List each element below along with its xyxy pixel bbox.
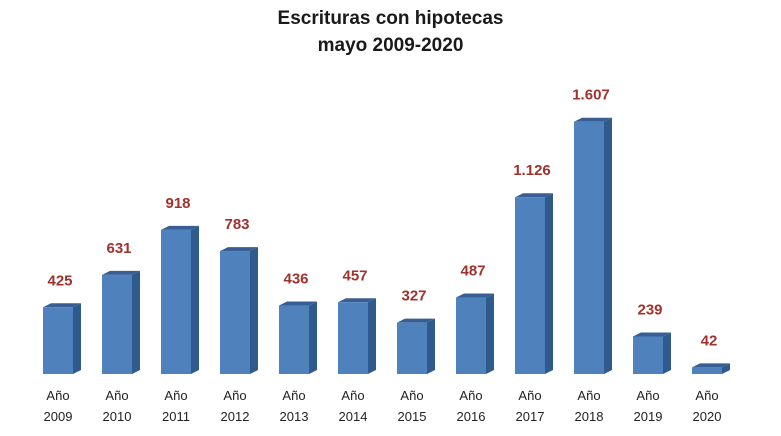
x-tick-label: 2016 xyxy=(457,409,486,424)
bar-value-label: 457 xyxy=(342,267,367,284)
bar-top xyxy=(220,247,258,252)
x-tick-label: Año xyxy=(164,388,187,403)
bar-side xyxy=(250,247,258,374)
x-tick-label: Año xyxy=(105,388,128,403)
bar xyxy=(515,197,545,374)
bar xyxy=(692,367,722,374)
bar-value-label: 487 xyxy=(460,263,485,280)
bar-value-label: 425 xyxy=(47,272,72,289)
bar-value-label: 1.126 xyxy=(513,162,551,179)
bar xyxy=(220,251,250,374)
bar xyxy=(279,305,309,374)
x-tick-label: 2012 xyxy=(221,409,250,424)
bar-top xyxy=(633,332,671,337)
bar xyxy=(397,322,427,374)
x-tick-label: 2010 xyxy=(103,409,132,424)
bar-value-label: 327 xyxy=(401,288,426,305)
x-tick-label: 2017 xyxy=(516,409,545,424)
bar-top xyxy=(456,293,494,298)
x-tick-label: Año xyxy=(341,388,364,403)
bar xyxy=(574,121,604,375)
x-tick-label: 2018 xyxy=(575,409,604,424)
bar xyxy=(161,229,191,374)
bar-side xyxy=(427,318,435,374)
bar-side xyxy=(486,293,494,374)
x-tick-label: Año xyxy=(459,388,482,403)
bar-top xyxy=(279,301,317,306)
x-tick-label: 2019 xyxy=(634,409,663,424)
bar-value-label: 631 xyxy=(106,240,131,257)
x-tick-label: Año xyxy=(636,388,659,403)
bar-side xyxy=(132,270,140,374)
x-tick-label: Año xyxy=(223,388,246,403)
bar-top xyxy=(515,193,553,198)
x-tick-label: 2015 xyxy=(398,409,427,424)
bar-side xyxy=(604,117,612,375)
bar xyxy=(338,302,368,374)
bar-value-label: 42 xyxy=(701,332,718,349)
x-tick-label: Año xyxy=(282,388,305,403)
x-tick-label: Año xyxy=(695,388,718,403)
x-tick-label: 2011 xyxy=(162,409,190,424)
x-tick-label: Año xyxy=(577,388,600,403)
bar-side xyxy=(191,225,199,374)
bar xyxy=(43,307,73,374)
chart-title: Escrituras con hipotecas xyxy=(277,8,504,29)
bar-side xyxy=(309,301,317,374)
chart-subtitle: mayo 2009-2020 xyxy=(317,35,464,56)
bar-side xyxy=(663,332,671,374)
bar-top xyxy=(338,298,376,303)
bar-side xyxy=(368,298,376,374)
bar-top xyxy=(102,270,140,275)
bar-side xyxy=(73,303,81,374)
bar-value-label: 436 xyxy=(283,271,308,288)
bar-side xyxy=(722,363,730,374)
bar-top xyxy=(161,225,199,230)
x-tick-label: 2009 xyxy=(44,409,73,424)
x-tick-label: 2020 xyxy=(693,409,722,424)
bar-top xyxy=(692,363,730,368)
x-tick-label: 2014 xyxy=(339,409,368,424)
x-tick-label: Año xyxy=(46,388,69,403)
bar-value-label: 1.607 xyxy=(572,87,610,104)
bar-value-label: 239 xyxy=(637,301,662,318)
bar xyxy=(102,274,132,374)
bar-side xyxy=(545,193,553,374)
x-tick-label: 2013 xyxy=(280,409,309,424)
bar-value-label: 918 xyxy=(165,195,190,212)
bar-value-label: 783 xyxy=(224,216,249,233)
bar-top xyxy=(574,117,612,122)
bar-top xyxy=(43,303,81,308)
bar-top xyxy=(397,318,435,323)
x-tick-label: Año xyxy=(400,388,423,403)
bar xyxy=(456,297,486,374)
x-tick-label: Año xyxy=(518,388,541,403)
bar xyxy=(633,336,663,374)
